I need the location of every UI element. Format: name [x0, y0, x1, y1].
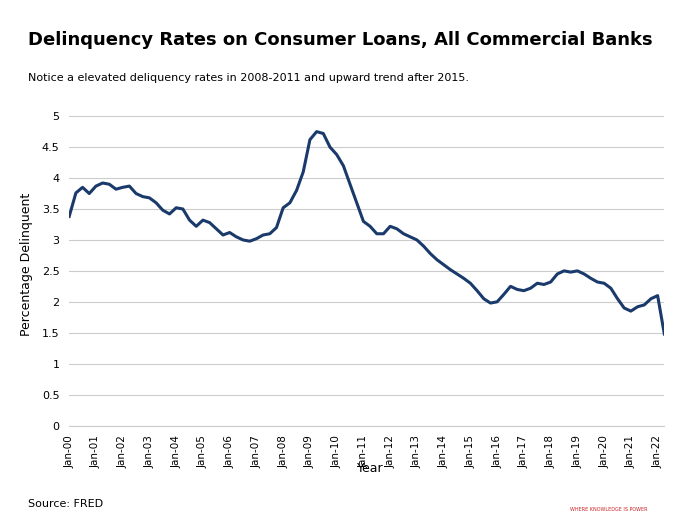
Text: IBIS: IBIS — [547, 487, 578, 501]
Text: Notice a elevated deliquency rates in 2008-2011 and upward trend after 2015.: Notice a elevated deliquency rates in 20… — [28, 73, 468, 83]
Text: Delinquency Rates on Consumer Loans, All Commercial Banks: Delinquency Rates on Consumer Loans, All… — [28, 31, 653, 49]
Text: Source: FRED: Source: FRED — [28, 499, 103, 509]
Text: WHERE KNOWLEDGE IS POWER: WHERE KNOWLEDGE IS POWER — [570, 508, 648, 512]
Text: W: W — [613, 487, 628, 501]
Text: orld: orld — [630, 487, 657, 501]
Text: Year: Year — [357, 462, 383, 475]
Y-axis label: Percentage Delinquent: Percentage Delinquent — [20, 193, 33, 336]
